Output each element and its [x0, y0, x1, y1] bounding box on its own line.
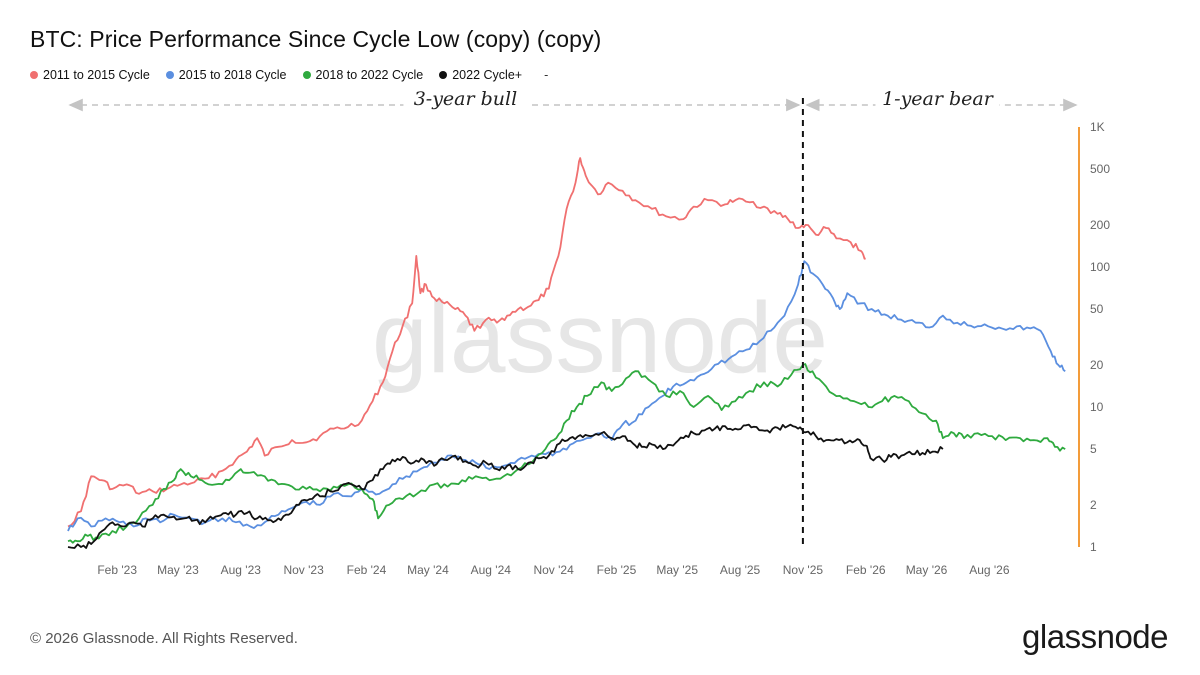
- x-tick-label: Aug '26: [969, 563, 1010, 577]
- chart-title: BTC: Price Performance Since Cycle Low (…: [30, 26, 602, 52]
- x-tick-label: May '23: [157, 563, 199, 577]
- series-layer: [67, 157, 1066, 549]
- copyright-text: © 2026 Glassnode. All Rights Reserved.: [30, 630, 298, 647]
- y-tick-label: 50: [1090, 302, 1104, 316]
- legend-label-2015-2018: 2015 to 2018 Cycle: [178, 68, 287, 82]
- x-tick-label: Feb '24: [347, 563, 387, 577]
- y-tick-label: 100: [1090, 260, 1110, 274]
- x-tick-label: Feb '23: [97, 563, 137, 577]
- axis-layer: 1 2 5 10 20 50 100 200 500 1K Feb '23 May '23 Aug '2…: [97, 120, 1110, 577]
- annotation-bg-1: [403, 87, 528, 113]
- legend-item-2011-2015[interactable]: 2011 to 2015 Cycle: [30, 68, 150, 82]
- legend-extra: -: [544, 68, 549, 82]
- legend-item-2018-2022[interactable]: 2018 to 2022 Cycle: [302, 68, 424, 82]
- y-tick-label: 200: [1090, 218, 1110, 232]
- overlay-layer: 3-year bull 1-year bear: [68, 87, 1078, 547]
- annotation-label-2: 1-year bear: [882, 88, 995, 110]
- annotation-label-1: 3-year bull: [414, 88, 518, 110]
- x-tick-label: Feb '25: [597, 563, 637, 577]
- y-tick-label: 10: [1090, 400, 1104, 414]
- x-tick-label: Aug '23: [221, 563, 262, 577]
- x-tick-label: Aug '24: [471, 563, 512, 577]
- y-tick-label: 1K: [1090, 120, 1105, 134]
- legend-item-2015-2018[interactable]: 2015 to 2018 Cycle: [165, 68, 287, 82]
- y-tick-label: 500: [1090, 162, 1110, 176]
- brand-logo-text: glassnode: [1022, 618, 1168, 655]
- x-tick-label: Nov '24: [533, 563, 574, 577]
- x-tick-label: May '25: [656, 563, 698, 577]
- annotation-bg-2: [875, 87, 1000, 113]
- x-tick-label: Nov '25: [783, 563, 824, 577]
- y-tick-label: 20: [1090, 358, 1104, 372]
- series-line-3: [67, 363, 1066, 544]
- legend-label-2018-2022: 2018 to 2022 Cycle: [315, 68, 424, 82]
- x-tick-label: Nov '23: [283, 563, 324, 577]
- series-line-1: [67, 157, 866, 528]
- legend-swatch-2015-2018: [165, 71, 174, 79]
- legend-swatch-2011-2015: [30, 71, 38, 79]
- series-line-4: [67, 423, 944, 549]
- legend-swatch-2022-plus: [439, 71, 448, 79]
- y-tick-label: 1: [1090, 540, 1097, 554]
- x-tick-label: May '26: [906, 563, 948, 577]
- x-tick-label: Aug '25: [720, 563, 761, 577]
- chart-legend: 2011 to 2015 Cycle 2015 to 2018 Cycle 20…: [30, 68, 564, 82]
- legend-label-2011-2015: 2011 to 2015 Cycle: [43, 68, 150, 82]
- x-tick-label: Feb '26: [846, 563, 886, 577]
- y-tick-label: 2: [1090, 498, 1097, 512]
- watermark-text: glassnode: [372, 282, 828, 394]
- legend-label-2022-plus: 2022 Cycle+: [452, 68, 523, 82]
- legend-swatch-2018-2022: [302, 71, 311, 79]
- y-tick-label: 5: [1090, 442, 1097, 456]
- legend-item-2022-plus[interactable]: 2022 Cycle+ -: [439, 68, 548, 82]
- x-tick-label: May '24: [407, 563, 449, 577]
